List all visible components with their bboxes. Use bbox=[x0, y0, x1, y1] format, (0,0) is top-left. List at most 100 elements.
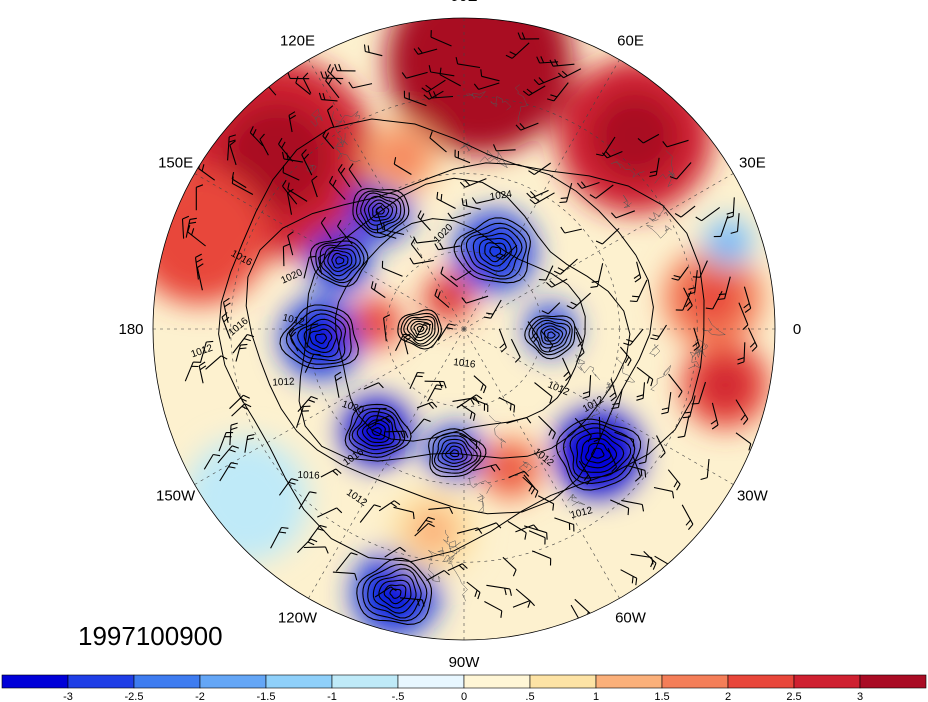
wind-barb bbox=[403, 90, 427, 107]
wind-barb bbox=[327, 64, 342, 85]
wind-barb bbox=[636, 366, 654, 387]
wind-barb bbox=[428, 506, 454, 514]
wind-barb bbox=[674, 205, 696, 218]
isobar bbox=[335, 256, 345, 265]
isobar bbox=[528, 317, 573, 356]
coastline bbox=[567, 493, 586, 506]
wind-barb bbox=[348, 163, 362, 188]
wind-barb bbox=[630, 553, 654, 565]
isobar bbox=[576, 432, 625, 473]
isobar bbox=[355, 190, 406, 234]
wind-barb bbox=[662, 139, 689, 148]
wind-barb bbox=[495, 244, 518, 261]
wind-barb bbox=[303, 255, 317, 279]
wind-barb bbox=[187, 225, 206, 247]
wind-barb bbox=[507, 520, 527, 540]
coastline bbox=[646, 225, 672, 239]
wind-barb bbox=[611, 388, 623, 410]
meridian-line bbox=[463, 59, 620, 330]
wind-barb bbox=[472, 398, 489, 413]
colorbar-swatch bbox=[199, 674, 267, 689]
meridian-line bbox=[463, 328, 734, 485]
isobar bbox=[383, 584, 407, 605]
date-stamp: 1997100900 bbox=[78, 621, 223, 651]
wind-barb bbox=[471, 197, 495, 204]
colorbar-tick-label: -1.5 bbox=[257, 691, 276, 702]
lat-lon-grid bbox=[153, 18, 775, 640]
wind-barb bbox=[512, 600, 536, 608]
anomaly-core bbox=[212, 465, 281, 535]
wind-barb bbox=[692, 327, 700, 352]
isobar bbox=[285, 309, 352, 365]
wind-barb bbox=[595, 227, 620, 245]
isobar bbox=[218, 118, 705, 563]
wind-barb bbox=[383, 223, 405, 236]
isobar bbox=[315, 333, 327, 344]
colorbar-tick-label: 3 bbox=[857, 691, 863, 702]
anomaly-core bbox=[381, 137, 423, 179]
wind-barb bbox=[472, 463, 501, 472]
isobar bbox=[351, 411, 401, 451]
wind-barb bbox=[221, 312, 231, 339]
isobar bbox=[279, 304, 359, 370]
contour-label: 1012 bbox=[281, 313, 306, 329]
wind-barb bbox=[311, 175, 318, 198]
anomaly-core bbox=[408, 507, 457, 556]
wind-barb bbox=[434, 288, 450, 308]
wind-barb bbox=[427, 384, 444, 402]
wind-barb bbox=[278, 137, 294, 162]
isobar bbox=[431, 431, 482, 474]
colorbar-tick-label: 2 bbox=[725, 691, 731, 702]
meridian-line bbox=[463, 173, 734, 330]
wind-barb bbox=[203, 453, 221, 470]
wind-barb bbox=[538, 415, 556, 440]
longitude-label-lon-0: 0 bbox=[793, 321, 801, 338]
wind-barb bbox=[288, 327, 299, 352]
isobar bbox=[524, 315, 576, 360]
contour-label: 1012 bbox=[272, 376, 295, 388]
colorbar-tick-label: -2 bbox=[195, 691, 205, 702]
isobar bbox=[555, 418, 642, 491]
isobar bbox=[361, 419, 390, 443]
wind-barb bbox=[363, 44, 383, 57]
isobar bbox=[245, 162, 654, 515]
colorbar-swatch bbox=[1, 674, 69, 689]
wind-barb bbox=[363, 382, 384, 390]
anomaly-core bbox=[714, 228, 743, 256]
wind-barb bbox=[231, 403, 252, 417]
wind-barb bbox=[560, 226, 582, 234]
coastline bbox=[332, 111, 360, 122]
wind-barb bbox=[393, 506, 415, 520]
wind-barb bbox=[337, 163, 351, 188]
wind-barb bbox=[537, 495, 555, 511]
wind-barb bbox=[627, 465, 647, 478]
colorbar-swatch bbox=[661, 674, 729, 689]
wind-barb bbox=[559, 182, 573, 204]
wind-barb bbox=[409, 257, 434, 265]
wind-barb bbox=[423, 90, 444, 100]
meridian-line bbox=[308, 328, 465, 599]
wind-barb bbox=[522, 85, 546, 96]
coastline bbox=[514, 84, 528, 123]
anomaly-core bbox=[371, 569, 420, 618]
isobar bbox=[460, 222, 527, 280]
coastline bbox=[654, 170, 676, 184]
isobar bbox=[290, 313, 347, 362]
wind-barb bbox=[326, 105, 335, 128]
wind-barb bbox=[575, 331, 585, 358]
wind-barb bbox=[229, 140, 237, 166]
wind-barb bbox=[429, 131, 447, 153]
wind-barb bbox=[295, 76, 311, 96]
anomaly-core bbox=[428, 18, 531, 113]
wind-barb bbox=[609, 378, 617, 402]
wind-barb bbox=[437, 323, 456, 341]
wind-barb bbox=[473, 375, 487, 394]
isobar bbox=[344, 403, 412, 458]
isobar bbox=[563, 423, 636, 484]
wind-barb bbox=[553, 258, 578, 275]
wind-barb bbox=[637, 133, 660, 144]
wind-barb bbox=[185, 217, 197, 238]
isobar bbox=[397, 309, 442, 350]
wind-barb bbox=[667, 469, 681, 491]
contour-label: 1016 bbox=[297, 470, 320, 482]
